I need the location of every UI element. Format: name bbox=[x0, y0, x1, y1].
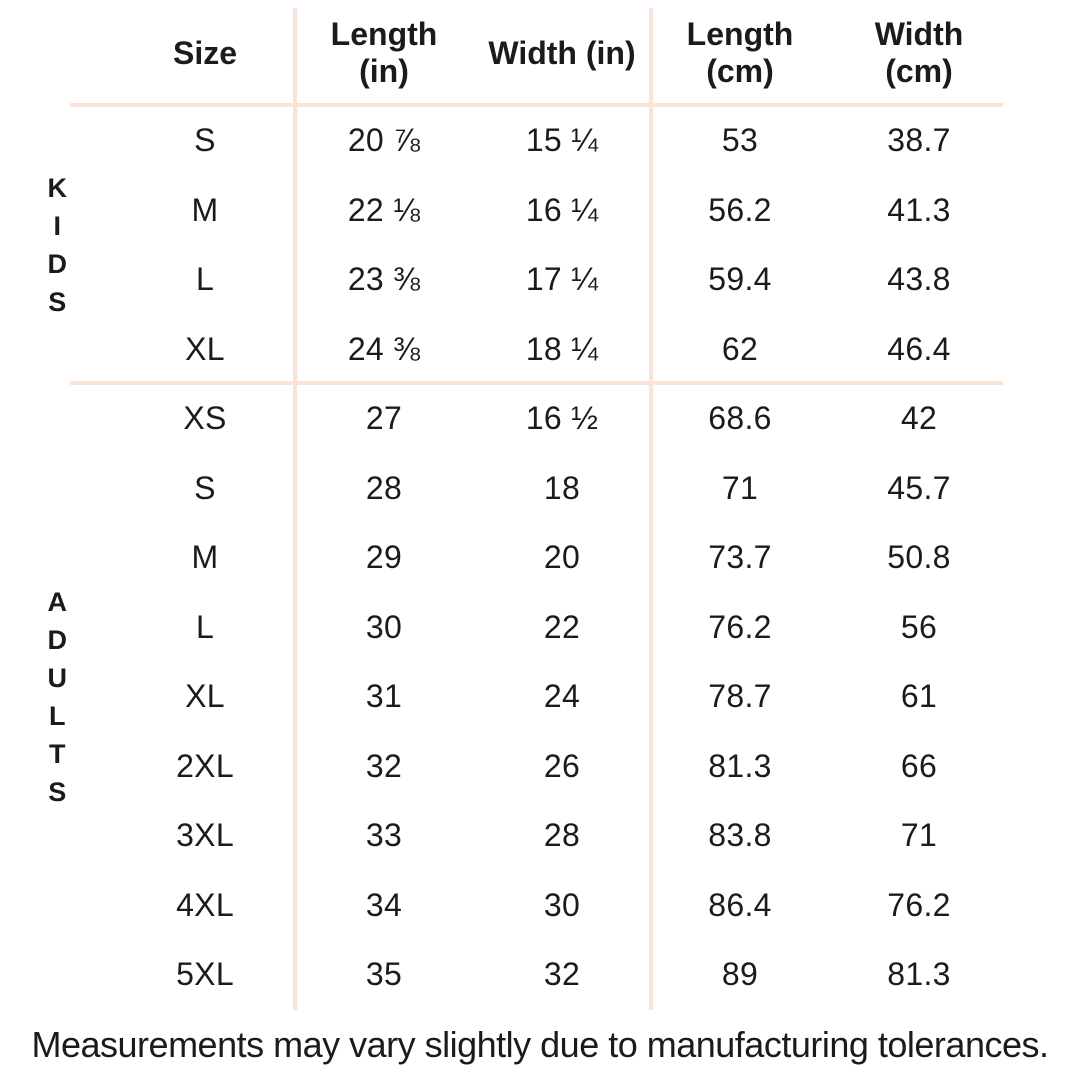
cell-adults-s-length_cm: 71 bbox=[721, 469, 759, 506]
header-divider bbox=[70, 103, 1003, 107]
cell-adults-3xl-length_in: 33 bbox=[365, 817, 403, 854]
cell-kids-l-width_cm: 43.8 bbox=[887, 261, 951, 298]
cell-kids-s-length_in: 20 ⅞ bbox=[347, 122, 421, 159]
cell-adults-m-width_in: 20 bbox=[543, 539, 581, 576]
cell-kids-m-length_cm: 56.2 bbox=[708, 191, 772, 228]
cell-kids-s-width_cm: 38.7 bbox=[887, 122, 951, 159]
cell-kids-xl-width_cm: 46.4 bbox=[887, 330, 951, 367]
cell-adults-5xl-width_in: 32 bbox=[543, 956, 581, 993]
cell-kids-l-size: L bbox=[195, 261, 215, 298]
cell-adults-xs-length_in: 27 bbox=[365, 400, 403, 437]
cell-kids-l-length_in: 23 ⅜ bbox=[347, 261, 421, 298]
cell-adults-4xl-width_in: 30 bbox=[543, 886, 581, 923]
cell-kids-m-width_in: 16 ¼ bbox=[525, 191, 599, 228]
cell-adults-m-length_cm: 73.7 bbox=[708, 539, 772, 576]
cell-kids-m-length_in: 22 ⅛ bbox=[347, 191, 421, 228]
cell-adults-l-width_cm: 56 bbox=[900, 608, 938, 645]
cell-adults-3xl-size: 3XL bbox=[176, 817, 234, 854]
cell-adults-2xl-length_in: 32 bbox=[365, 747, 403, 784]
header-width-cm: Width (cm) bbox=[874, 16, 964, 89]
vertical-divider-left bbox=[293, 8, 297, 1010]
cell-adults-4xl-length_in: 34 bbox=[365, 886, 403, 923]
cell-adults-3xl-width_in: 28 bbox=[543, 817, 581, 854]
cell-adults-l-size: L bbox=[195, 608, 215, 645]
cell-adults-2xl-size: 2XL bbox=[176, 747, 234, 784]
cell-kids-xl-length_cm: 62 bbox=[721, 330, 759, 367]
cell-adults-xs-width_in: 16 ½ bbox=[525, 400, 599, 437]
cell-kids-m-size: M bbox=[191, 191, 219, 228]
cell-adults-m-size: M bbox=[191, 539, 219, 576]
cell-adults-s-width_cm: 45.7 bbox=[887, 469, 951, 506]
size-table: Size Length (in) Width (in) Length (cm) … bbox=[47, 16, 964, 993]
header-size: Size bbox=[172, 34, 238, 71]
cell-kids-xl-length_in: 24 ⅜ bbox=[347, 330, 421, 367]
cell-adults-l-length_in: 30 bbox=[365, 608, 403, 645]
cell-adults-s-length_in: 28 bbox=[365, 469, 403, 506]
cell-adults-xl-width_in: 24 bbox=[543, 678, 581, 715]
cell-adults-l-width_in: 22 bbox=[543, 608, 581, 645]
cell-adults-m-width_cm: 50.8 bbox=[887, 539, 951, 576]
cell-adults-5xl-length_cm: 89 bbox=[721, 956, 759, 993]
cell-adults-2xl-width_in: 26 bbox=[543, 747, 581, 784]
cell-kids-s-size: S bbox=[194, 122, 216, 159]
cell-adults-3xl-width_cm: 71 bbox=[900, 817, 938, 854]
cell-kids-l-length_cm: 59.4 bbox=[708, 261, 772, 298]
header-length-in: Length (in) bbox=[330, 16, 438, 89]
tolerance-note: Measurements may vary slightly due to ma… bbox=[31, 1024, 1049, 1065]
cell-adults-xl-length_in: 31 bbox=[365, 678, 403, 715]
cell-adults-2xl-length_cm: 81.3 bbox=[708, 747, 772, 784]
cell-adults-xl-size: XL bbox=[185, 678, 225, 715]
cell-kids-m-width_cm: 41.3 bbox=[887, 191, 951, 228]
cell-adults-5xl-width_cm: 81.3 bbox=[887, 956, 951, 993]
header-width-in: Width (in) bbox=[488, 34, 636, 71]
cell-adults-4xl-size: 4XL bbox=[176, 886, 234, 923]
cell-adults-xs-size: XS bbox=[183, 400, 227, 437]
cell-adults-xl-length_cm: 78.7 bbox=[708, 678, 772, 715]
cell-adults-xl-width_cm: 61 bbox=[900, 678, 938, 715]
header-length-cm: Length (cm) bbox=[686, 16, 794, 89]
kids-adults-divider bbox=[70, 381, 1003, 385]
cell-adults-4xl-length_cm: 86.4 bbox=[708, 886, 772, 923]
cell-kids-l-width_in: 17 ¼ bbox=[525, 261, 599, 298]
cell-kids-xl-size: XL bbox=[185, 330, 225, 367]
cell-adults-s-size: S bbox=[194, 469, 216, 506]
cell-adults-xs-width_cm: 42 bbox=[900, 400, 938, 437]
cell-adults-2xl-width_cm: 66 bbox=[900, 747, 938, 784]
cell-adults-4xl-width_cm: 76.2 bbox=[887, 886, 951, 923]
cell-kids-s-length_cm: 53 bbox=[721, 122, 759, 159]
cell-adults-s-width_in: 18 bbox=[543, 469, 581, 506]
cell-kids-s-width_in: 15 ¼ bbox=[525, 122, 599, 159]
vertical-divider-right bbox=[649, 8, 653, 1010]
cell-adults-3xl-length_cm: 83.8 bbox=[708, 817, 772, 854]
cell-adults-5xl-size: 5XL bbox=[176, 956, 234, 993]
cell-kids-xl-width_in: 18 ¼ bbox=[525, 330, 599, 367]
cell-adults-5xl-length_in: 35 bbox=[365, 956, 403, 993]
cell-adults-l-length_cm: 76.2 bbox=[708, 608, 772, 645]
cell-adults-m-length_in: 29 bbox=[365, 539, 403, 576]
cell-adults-xs-length_cm: 68.6 bbox=[708, 400, 772, 437]
